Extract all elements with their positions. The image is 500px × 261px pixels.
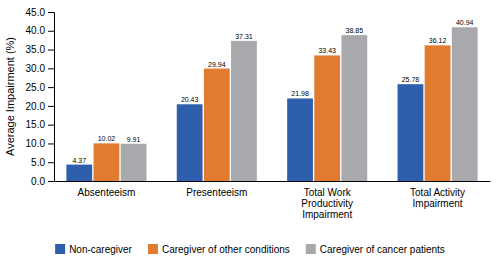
chart: 0.0 5.0 10.0 15.0 20.0 25.0 30.0 35.0 40.0 45.0 Ab…: [0, 0, 500, 261]
bar: [425, 45, 451, 181]
y-tick-label: 30.0: [26, 63, 46, 74]
x-axis: Absenteeism Presenteeism Total WorkProduct…: [55, 181, 491, 220]
bar: [177, 104, 203, 181]
x-tick: Presenteeism: [186, 181, 247, 198]
data-label: 38.85: [346, 27, 364, 34]
y-tick-mark: [48, 106, 54, 107]
y-tick-mark: [48, 162, 54, 163]
data-label: 10.02: [98, 135, 116, 142]
y-tick-mark: [48, 143, 54, 144]
y-tick-mark: [48, 31, 54, 32]
data-label: 21.98: [291, 90, 309, 97]
y-tick-label: 15.0: [26, 119, 46, 130]
x-tick-label: Total WorkProductivityImpairment: [301, 187, 353, 220]
bar: [94, 143, 120, 181]
y-tick-mark: [48, 181, 54, 182]
legend-label: Caregiver of cancer patients: [320, 244, 445, 255]
y-tick-mark: [48, 68, 54, 69]
y-tick: 35.0: [26, 44, 54, 55]
y-tick-mark: [48, 87, 54, 88]
x-tick: Total ActivityImpairment: [410, 181, 465, 209]
legend-item: Caregiver of cancer patients: [306, 244, 445, 255]
data-label: 9.91: [127, 136, 141, 143]
data-label: 20.43: [181, 96, 199, 103]
y-tick: 40.0: [26, 25, 54, 36]
legend-swatch: [148, 244, 158, 254]
x-tick-label: Presenteeism: [186, 187, 247, 198]
bars: [66, 27, 477, 181]
y-tick: 25.0: [26, 82, 54, 93]
bar: [452, 27, 478, 181]
bar: [341, 35, 367, 181]
data-label: 29.94: [208, 61, 226, 68]
legend-swatch: [306, 244, 316, 254]
x-axis-line: [55, 181, 491, 182]
y-tick-label: 25.0: [26, 82, 46, 93]
legend-label: Non-caregiver: [69, 244, 132, 255]
y-tick: 20.0: [26, 101, 54, 112]
y-tick-label: 5.0: [31, 157, 45, 168]
y-axis-line: [48, 13, 55, 182]
y-tick: 45.0: [26, 7, 54, 18]
y-axis-title: Average Impairment (%): [4, 37, 16, 156]
bar: [121, 144, 147, 181]
data-label: 40.94: [456, 19, 474, 26]
data-label: 33.43: [318, 47, 336, 54]
plot: 0.0 5.0 10.0 15.0 20.0 25.0 30.0 35.0 40.0 45.0 Ab…: [4, 7, 491, 220]
x-tick: Total WorkProductivityImpairment: [301, 181, 353, 220]
data-label: 4.37: [72, 157, 86, 164]
y-tick: 15.0: [26, 119, 54, 130]
y-tick-label: 0.0: [31, 176, 45, 187]
legend-item: Non-caregiver: [55, 244, 132, 255]
y-tick-label: 20.0: [26, 101, 46, 112]
y-tick-label: 10.0: [26, 138, 46, 149]
y-tick: 30.0: [26, 63, 54, 74]
x-tick-label: Total ActivityImpairment: [410, 187, 465, 209]
legend-label: Caregiver of other conditions: [162, 244, 290, 255]
y-tick-mark: [48, 50, 54, 51]
data-label: 37.31: [235, 33, 253, 40]
data-label: 36.12: [429, 37, 447, 44]
y-tick: 5.0: [31, 157, 54, 168]
legend-swatch: [55, 244, 65, 254]
data-label: 25.78: [402, 76, 420, 83]
x-tick-label: Absenteeism: [78, 187, 136, 198]
y-tick: 10.0: [26, 138, 54, 149]
y-tick-label: 45.0: [26, 7, 46, 18]
bar: [204, 69, 230, 181]
bar: [287, 98, 313, 181]
bar: [314, 55, 340, 181]
y-tick-mark: [48, 125, 54, 126]
legend: Non-caregiver Caregiver of other conditio…: [55, 244, 445, 255]
legend-item: Caregiver of other conditions: [148, 244, 290, 255]
y-tick: 0.0: [31, 176, 54, 187]
y-tick-label: 40.0: [26, 25, 46, 36]
bar: [398, 84, 424, 181]
y-axis: 0.0 5.0 10.0 15.0 20.0 25.0 30.0 35.0 40.0 45.0: [26, 7, 55, 187]
y-tick-mark: [48, 12, 54, 13]
bar: [66, 165, 92, 181]
y-tick-label: 35.0: [26, 44, 46, 55]
bar: [231, 41, 257, 181]
data-labels: 4.37 20.43 21.98 25.78 10.02 29.94 33.43 36.12 9…: [72, 19, 473, 163]
x-tick: Absenteeism: [78, 181, 136, 198]
